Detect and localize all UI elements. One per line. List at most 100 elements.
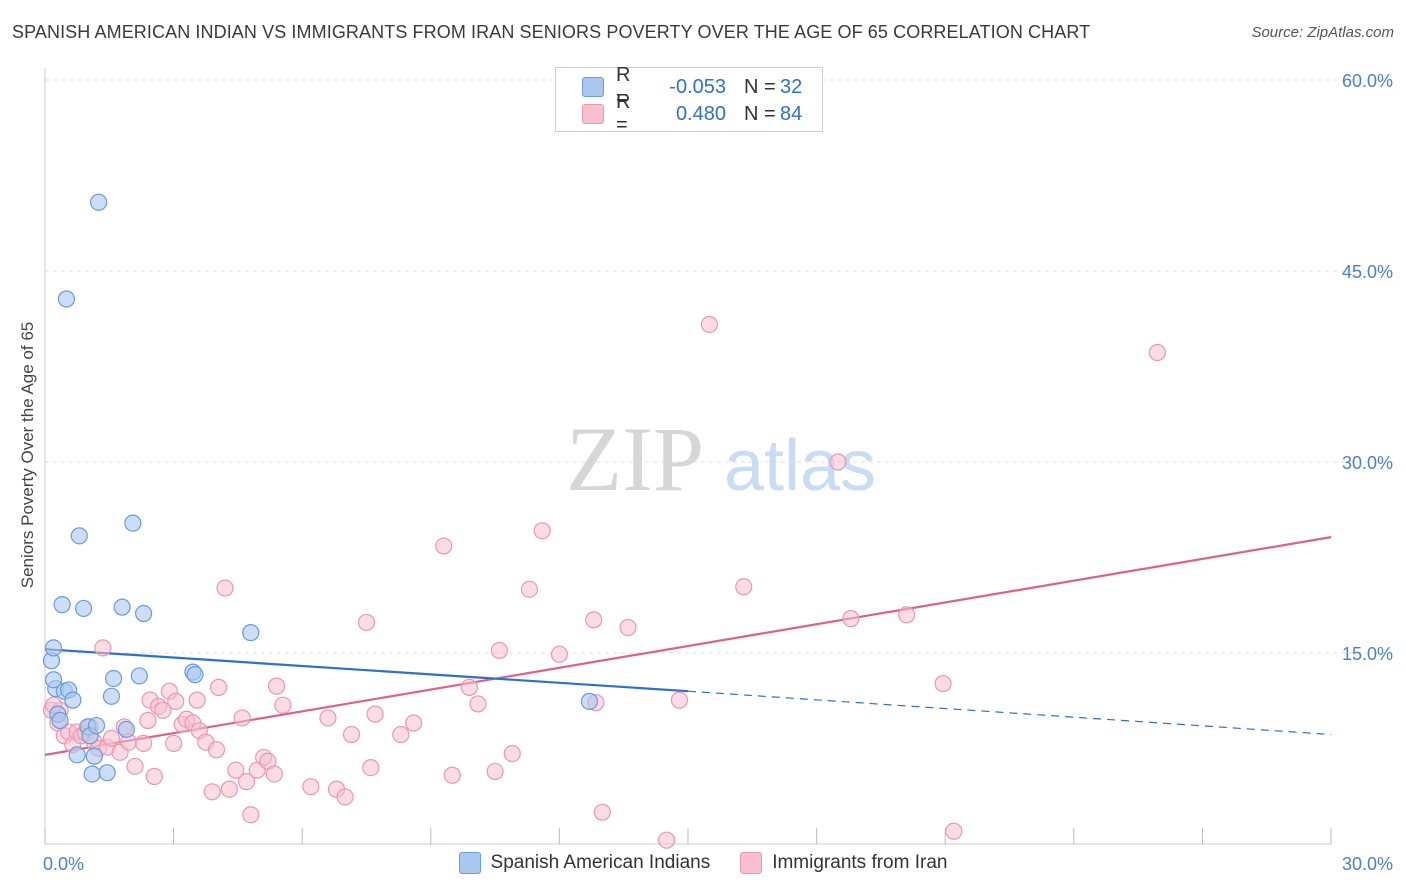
data-point-iran: [533, 522, 551, 540]
data-point-spanish-american-indian: [130, 667, 148, 685]
data-point-spanish-american-indian: [44, 671, 63, 689]
data-point-iran: [934, 674, 952, 693]
data-point-iran: [670, 691, 689, 709]
data-point-spanish-american-indian: [98, 764, 116, 782]
data-point-iran: [735, 578, 753, 596]
data-point-spanish-american-indian: [85, 747, 103, 765]
y-tick-label: 60.0%: [1342, 71, 1393, 91]
data-point-iran: [486, 762, 504, 781]
data-point-spanish-american-indian: [83, 765, 101, 783]
data-point-iran: [1148, 343, 1166, 362]
legend-n-label: N =: [744, 102, 776, 125]
bottom-legend-label-series2: Immigrants from Iran: [772, 852, 948, 873]
data-point-iran: [405, 714, 423, 732]
data-point-spanish-american-indian: [87, 716, 106, 735]
gridlines: [45, 79, 1392, 654]
legend-r-value-series1: -0.053: [669, 75, 726, 98]
data-point-spanish-american-indian: [57, 290, 76, 308]
source-label: Source: ZipAtlas.com: [1251, 24, 1394, 41]
bottom-legend-swatch-blue: [458, 852, 481, 874]
y-tick-label: 15.0%: [1342, 644, 1393, 664]
data-point-iran: [242, 806, 260, 824]
tick-labels: 15.0% 30.0% 45.0% 60.0% 0.0% 30.0%: [43, 71, 1393, 874]
data-point-iran: [593, 803, 611, 821]
data-point-iran: [469, 695, 487, 713]
data-point-iran: [460, 678, 478, 696]
bottom-legend-swatch-pink: [740, 852, 763, 874]
data-point-iran: [154, 701, 172, 719]
data-point-spanish-american-indian: [124, 514, 142, 532]
trend-line-extension: [687, 690, 1332, 736]
bottom-legend-item-series1: Spanish American Indians: [458, 852, 711, 874]
data-point-iran: [220, 780, 238, 798]
data-point-iran: [550, 645, 569, 663]
data-point-spanish-american-indian: [134, 604, 153, 623]
data-point-iran: [898, 606, 916, 624]
data-point-iran: [443, 766, 461, 784]
data-point-iran: [134, 734, 153, 753]
watermark-atlas: atlas: [724, 426, 876, 506]
data-point-iran: [657, 831, 676, 849]
data-point-spanish-american-indian: [102, 687, 121, 705]
legend: R = -0.053 N = 32 R = 0.480 N = 84: [555, 64, 823, 136]
data-point-iran: [520, 580, 538, 598]
data-point-iran: [319, 709, 337, 727]
data-point-spanish-american-indian: [74, 599, 93, 618]
y-tick-label: 45.0%: [1342, 262, 1393, 282]
data-point-iran: [203, 783, 221, 801]
data-point-spanish-american-indian: [117, 720, 136, 739]
data-point-iran: [167, 692, 185, 710]
legend-row-series1: R = -0.053 N = 32: [582, 64, 802, 109]
data-point-spanish-american-indian: [113, 598, 131, 616]
data-point-iran: [94, 639, 112, 657]
data-point-iran: [210, 678, 228, 696]
bottom-legend-label-series1: Spanish American Indians: [490, 852, 711, 873]
legend-r-label: R =: [616, 91, 631, 136]
data-point-spanish-american-indian: [51, 711, 69, 730]
data-point-iran: [216, 579, 234, 597]
data-point-spanish-american-indian: [580, 692, 599, 710]
data-point-iran: [188, 691, 206, 709]
data-point-spanish-american-indian: [186, 666, 204, 684]
data-point-iran: [490, 641, 508, 660]
data-point-iran: [585, 611, 603, 629]
data-point-iran: [362, 758, 380, 777]
data-point-spanish-american-indian: [89, 193, 108, 211]
data-point-spanish-american-indian: [44, 639, 63, 657]
data-point-iran: [503, 744, 521, 763]
data-point-iran: [274, 696, 292, 714]
data-point-iran: [842, 610, 860, 628]
x-tick-label: 30.0%: [1342, 854, 1393, 874]
data-point-spanish-american-indian: [68, 746, 86, 764]
data-point-iran: [435, 537, 453, 555]
data-point-iran: [233, 709, 251, 727]
trend-lines: [44, 536, 1332, 756]
data-point-iran: [945, 822, 963, 840]
data-point-spanish-american-indian: [104, 669, 123, 688]
data-point-iran: [102, 729, 121, 747]
data-point-spanish-american-indian: [70, 527, 88, 545]
data-point-iran: [126, 757, 144, 775]
data-point-spanish-american-indian: [53, 596, 71, 614]
data-point-iran: [357, 613, 376, 632]
series-spanish-american-indians: [42, 193, 599, 783]
legend-swatch-pink: [582, 104, 604, 124]
legend-r-value-series2: 0.480: [675, 102, 726, 125]
data-point-iran: [700, 315, 719, 334]
data-point-iran: [619, 618, 637, 637]
data-point-iran: [336, 788, 354, 806]
watermark: ZIP atlas: [566, 408, 876, 510]
data-point-iran: [392, 725, 410, 744]
data-point-iran: [145, 767, 163, 786]
legend-r-label: R =: [616, 64, 631, 109]
data-point-spanish-american-indian: [242, 624, 260, 642]
series-immigrants-from-iran: [42, 315, 1166, 849]
legend-row-series2: R = 0.480 N = 84: [582, 91, 802, 136]
bottom-legend-item-series2: Immigrants from Iran: [740, 852, 947, 874]
data-point-iran: [366, 705, 384, 723]
legend-n-label: N =: [744, 75, 776, 98]
chart-title: SPANISH AMERICAN INDIAN VS IMMIGRANTS FR…: [12, 22, 1091, 42]
data-point-iran: [265, 765, 283, 783]
data-point-spanish-american-indian: [64, 691, 82, 709]
